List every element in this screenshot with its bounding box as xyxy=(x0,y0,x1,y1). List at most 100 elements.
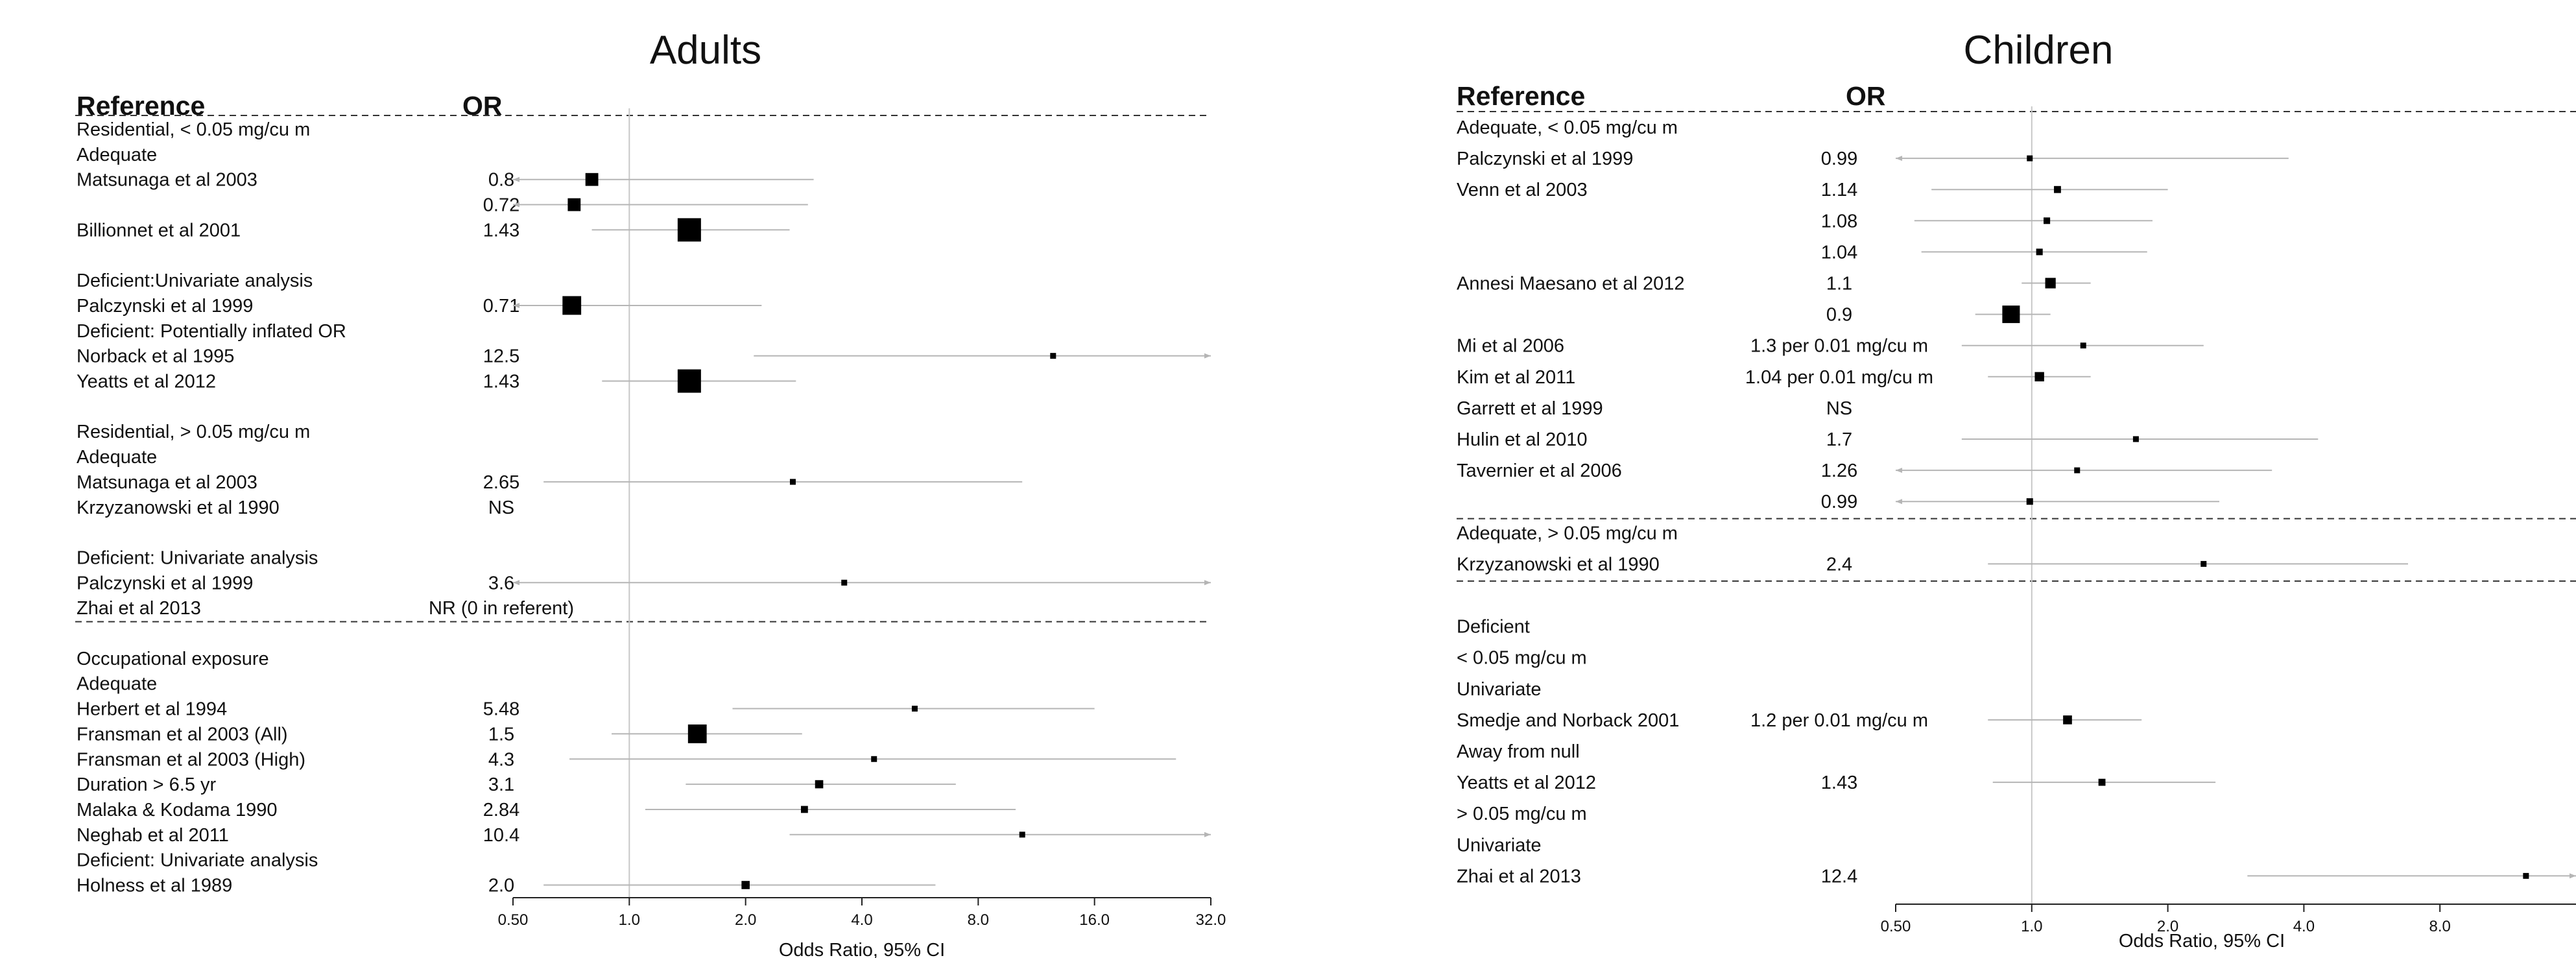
adults-row-label: Occupational exposure xyxy=(77,649,269,669)
children-ci-arrow-left xyxy=(1896,468,1902,473)
children-row-label: Kim et al 2011 xyxy=(1457,367,1575,388)
children-row-label: Annesi Maesano et al 2012 xyxy=(1457,274,1684,294)
adults-point-estimate xyxy=(677,369,701,393)
adults-point-estimate xyxy=(1050,353,1056,359)
children-point-estimate xyxy=(2044,217,2051,224)
children-row-label: Mi et al 2006 xyxy=(1457,336,1564,357)
children-point-estimate xyxy=(2036,248,2043,256)
children-row-label: Garrett et al 1999 xyxy=(1457,398,1603,419)
adults-row-or: 4.3 xyxy=(488,749,514,770)
children-point-estimate xyxy=(2002,305,2020,324)
children-x-tick-label: 4.0 xyxy=(2293,918,2315,935)
adults-row-label: Residential, < 0.05 mg/cu m xyxy=(77,119,310,140)
children-ci-arrow-right xyxy=(2570,873,2576,879)
adults-row-label: Residential, > 0.05 mg/cu m xyxy=(77,422,310,442)
adults-row-label: Palczynski et al 1999 xyxy=(77,296,253,317)
adults-point-estimate xyxy=(741,881,750,889)
adults-x-tick-label: 0.50 xyxy=(498,911,529,929)
children-row-label: < 0.05 mg/cu m xyxy=(1457,648,1587,669)
adults-row-label: Duration > 6.5 yr xyxy=(77,774,217,795)
adults-row-or: 2.0 xyxy=(488,876,514,896)
adults-point-estimate xyxy=(789,479,796,485)
children-row-label: Away from null xyxy=(1457,741,1580,762)
children-row-label: Smedje and Norback 2001 xyxy=(1457,710,1679,731)
children-point-estimate xyxy=(2063,715,2072,724)
adults-row-label: Adequate xyxy=(77,674,157,695)
adults-row-label: Adequate xyxy=(77,447,157,468)
children-row-label: > 0.05 mg/cu m xyxy=(1457,804,1587,824)
children-row-label: Adequate, < 0.05 mg/cu m xyxy=(1457,117,1678,138)
children-row-or: 1.7 xyxy=(1826,429,1852,450)
children-row-label: Zhai et al 2013 xyxy=(1457,866,1581,887)
children-row-label: Venn et al 2003 xyxy=(1457,180,1588,200)
adults-row-or: 12.5 xyxy=(483,346,519,367)
children-row-or: 1.14 xyxy=(1821,180,1857,200)
children-x-tick-label: 2.0 xyxy=(2157,918,2178,935)
adults-row-label: Fransman et al 2003 (All) xyxy=(77,724,288,745)
children-row-or: 1.08 xyxy=(1821,211,1857,232)
adults-point-estimate xyxy=(800,806,808,813)
children-point-estimate xyxy=(2098,778,2106,786)
adults-point-estimate xyxy=(871,756,877,762)
children-point-estimate xyxy=(2026,498,2033,505)
adults-x-tick-label: 1.0 xyxy=(619,911,640,929)
children-ci-arrow-left xyxy=(1896,156,1902,162)
children-x-tick-label: 8.0 xyxy=(2429,918,2451,935)
adults-row-or: 3.6 xyxy=(488,573,514,593)
children-row-or: 1.43 xyxy=(1821,772,1857,793)
children-point-estimate xyxy=(2080,342,2086,349)
adults-row-label: Deficient: Univariate analysis xyxy=(77,547,318,568)
children-row-label: Hulin et al 2010 xyxy=(1457,429,1588,450)
children-row-or: 0.99 xyxy=(1821,492,1857,512)
adults-ci-arrow-right xyxy=(1204,353,1211,359)
children-point-estimate xyxy=(2200,560,2207,567)
children-reference-header: Reference xyxy=(1457,81,1585,111)
adults-ci-arrow-right xyxy=(1204,832,1211,837)
children-row-label: Adequate, > 0.05 mg/cu m xyxy=(1457,523,1678,544)
children-row-or: 1.3 per 0.01 mg/cu m xyxy=(1750,336,1928,357)
adults-point-estimate xyxy=(1019,832,1025,838)
children-row-or: 12.4 xyxy=(1821,866,1857,887)
adults-row-or: 0.8 xyxy=(488,170,514,191)
children-row-label: Tavernier et al 2006 xyxy=(1457,461,1622,481)
children-x-tick-label: 1.0 xyxy=(2021,918,2042,935)
children-row-label: Yeatts et al 2012 xyxy=(1457,772,1596,793)
adults-row-or: 3.1 xyxy=(488,774,514,795)
adults-point-estimate xyxy=(841,579,848,586)
adults-or-header: OR xyxy=(462,91,503,121)
children-ci-arrow-left xyxy=(1896,499,1902,505)
adults-row-label: Neghab et al 2011 xyxy=(77,825,229,846)
adults-row-or: NR (0 in referent) xyxy=(429,598,574,619)
children-point-estimate xyxy=(2074,467,2081,473)
adults-x-tick-label: 4.0 xyxy=(851,911,872,929)
adults-point-estimate xyxy=(677,218,701,242)
adults-point-estimate xyxy=(815,780,824,789)
adults-row-or: 10.4 xyxy=(483,825,519,846)
children-row-or: NS xyxy=(1826,398,1852,419)
adults-row-or: 2.84 xyxy=(483,800,519,820)
children-point-estimate xyxy=(2034,372,2044,381)
children-row-or: 1.1 xyxy=(1826,274,1852,294)
adults-row-or: NS xyxy=(488,497,514,518)
children-row-or: 0.99 xyxy=(1821,149,1857,169)
adults-reference-header: Reference xyxy=(77,91,205,121)
adults-row-or: 5.48 xyxy=(483,699,519,720)
adults-row-label: Yeatts et al 2012 xyxy=(77,372,216,392)
children-row-label: Palczynski et al 1999 xyxy=(1457,149,1633,169)
adults-row-label: Herbert et al 1994 xyxy=(77,699,227,720)
children-or-header: OR xyxy=(1846,81,1886,111)
adults-row-or: 1.5 xyxy=(488,724,514,745)
children-row-or: 2.4 xyxy=(1826,554,1852,575)
adults-row-label: Matsunaga et al 2003 xyxy=(77,472,257,493)
adults-point-estimate xyxy=(562,296,582,315)
children-row-or: 0.9 xyxy=(1826,305,1852,326)
adults-row-label: Krzyzanowski et al 1990 xyxy=(77,497,280,518)
adults-row-or: 1.43 xyxy=(483,372,519,392)
adults-ci-arrow-right xyxy=(1204,580,1211,586)
adults-row-label: Deficient: Potentially inflated OR xyxy=(77,321,346,342)
adults-point-estimate xyxy=(911,706,918,712)
children-point-estimate xyxy=(2523,872,2529,879)
children-point-estimate xyxy=(2054,186,2061,193)
children-row-or: 1.04 per 0.01 mg/cu m xyxy=(1745,367,1933,388)
